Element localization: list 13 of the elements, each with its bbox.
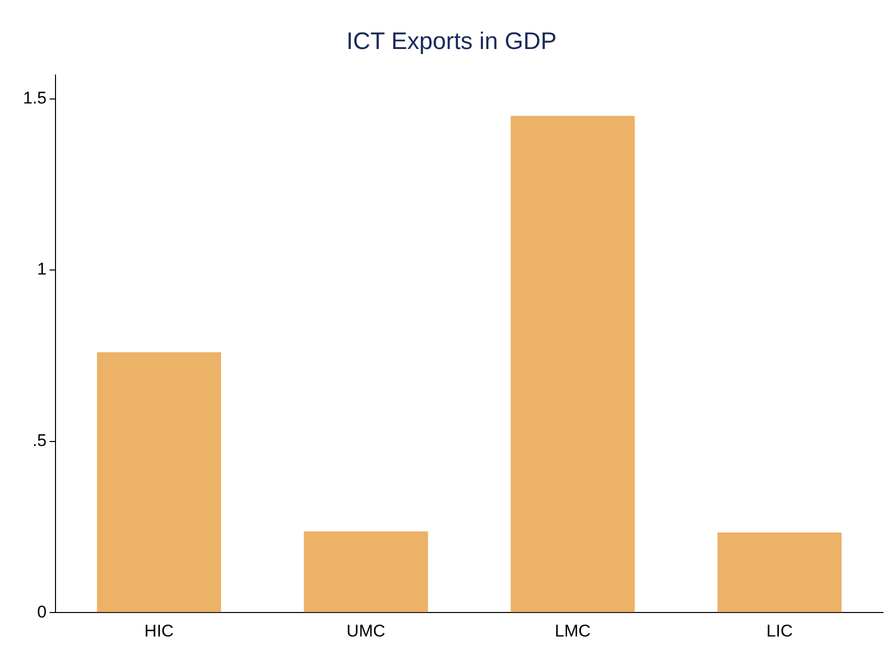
x-tick-label: LIC: [766, 621, 793, 640]
x-tick-label: UMC: [346, 621, 386, 640]
chart-title: ICT Exports in GDP: [346, 28, 557, 56]
y-tick-label: .5: [32, 431, 47, 450]
y-tick-label: 1.5: [22, 88, 47, 108]
bar: [510, 116, 635, 612]
x-tick-label: HIC: [144, 621, 174, 640]
bar: [718, 532, 842, 612]
y-tick-label: 1: [37, 260, 47, 279]
x-tick-label: LMC: [554, 621, 591, 640]
bar: [97, 352, 222, 612]
y-tick-label: 0: [37, 602, 47, 622]
bar: [304, 531, 428, 612]
